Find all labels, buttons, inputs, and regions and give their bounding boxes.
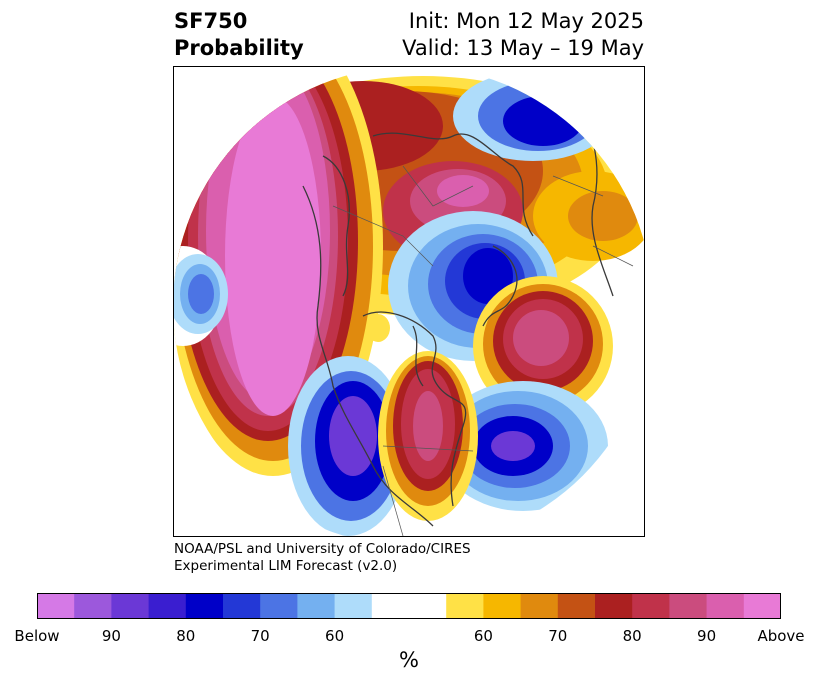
valid-range: Valid: 13 May – 19 May (402, 35, 644, 62)
colorbar-tick-label: 70 (548, 627, 567, 645)
colorbar-segment (37, 593, 75, 619)
colorbar-tick-label: 90 (102, 627, 121, 645)
colorbar-segment (595, 593, 633, 619)
probability-map (173, 66, 645, 537)
cool-anomaly-northeast (453, 71, 613, 161)
colorbar-tick-label: Above (757, 627, 804, 645)
colorbar-segment (744, 593, 781, 619)
colorbar-segment (223, 593, 261, 619)
colorbar-segment (632, 593, 670, 619)
warm-anomaly-central-us (378, 351, 478, 521)
colorbar-tick-label: 60 (325, 627, 344, 645)
colorbar-segment (335, 593, 373, 619)
colorbar-segment (558, 593, 596, 619)
credit-line-1: NOAA/PSL and University of Colorado/CIRE… (174, 541, 471, 558)
credit-line-2: Experimental LIM Forecast (v2.0) (174, 558, 471, 575)
colorbar-segment (707, 593, 745, 619)
colorbar-segment (186, 593, 224, 619)
colorbar-units: % (399, 648, 419, 672)
product-title: Probability (174, 35, 304, 62)
colorbar-segment (149, 593, 187, 619)
colorbar (37, 593, 781, 619)
colorbar-segment (260, 593, 298, 619)
contour-fields (173, 66, 645, 537)
colorbar-segment (297, 593, 335, 619)
init-date: Init: Mon 12 May 2025 (402, 8, 644, 35)
colorbar-segment (74, 593, 112, 619)
colorbar-segment (372, 593, 447, 619)
colorbar-segment (669, 593, 707, 619)
title-block-left: SF750 Probability (174, 8, 304, 62)
colorbar-tick-label: 70 (251, 627, 270, 645)
title-block-right: Init: Mon 12 May 2025 Valid: 13 May – 19… (402, 8, 644, 62)
colorbar-segment (446, 593, 484, 619)
credit-block: NOAA/PSL and University of Colorado/CIRE… (174, 541, 471, 575)
variable-title: SF750 (174, 8, 304, 35)
colorbar-segment (521, 593, 559, 619)
colorbar-tick-label: Below (14, 627, 59, 645)
colorbar-segment (111, 593, 149, 619)
colorbar-tick-label: 60 (474, 627, 493, 645)
colorbar-tick-label: 80 (623, 627, 642, 645)
colorbar-tick-label: 80 (176, 627, 195, 645)
colorbar-segment (483, 593, 521, 619)
colorbar-tick-label: 90 (697, 627, 716, 645)
